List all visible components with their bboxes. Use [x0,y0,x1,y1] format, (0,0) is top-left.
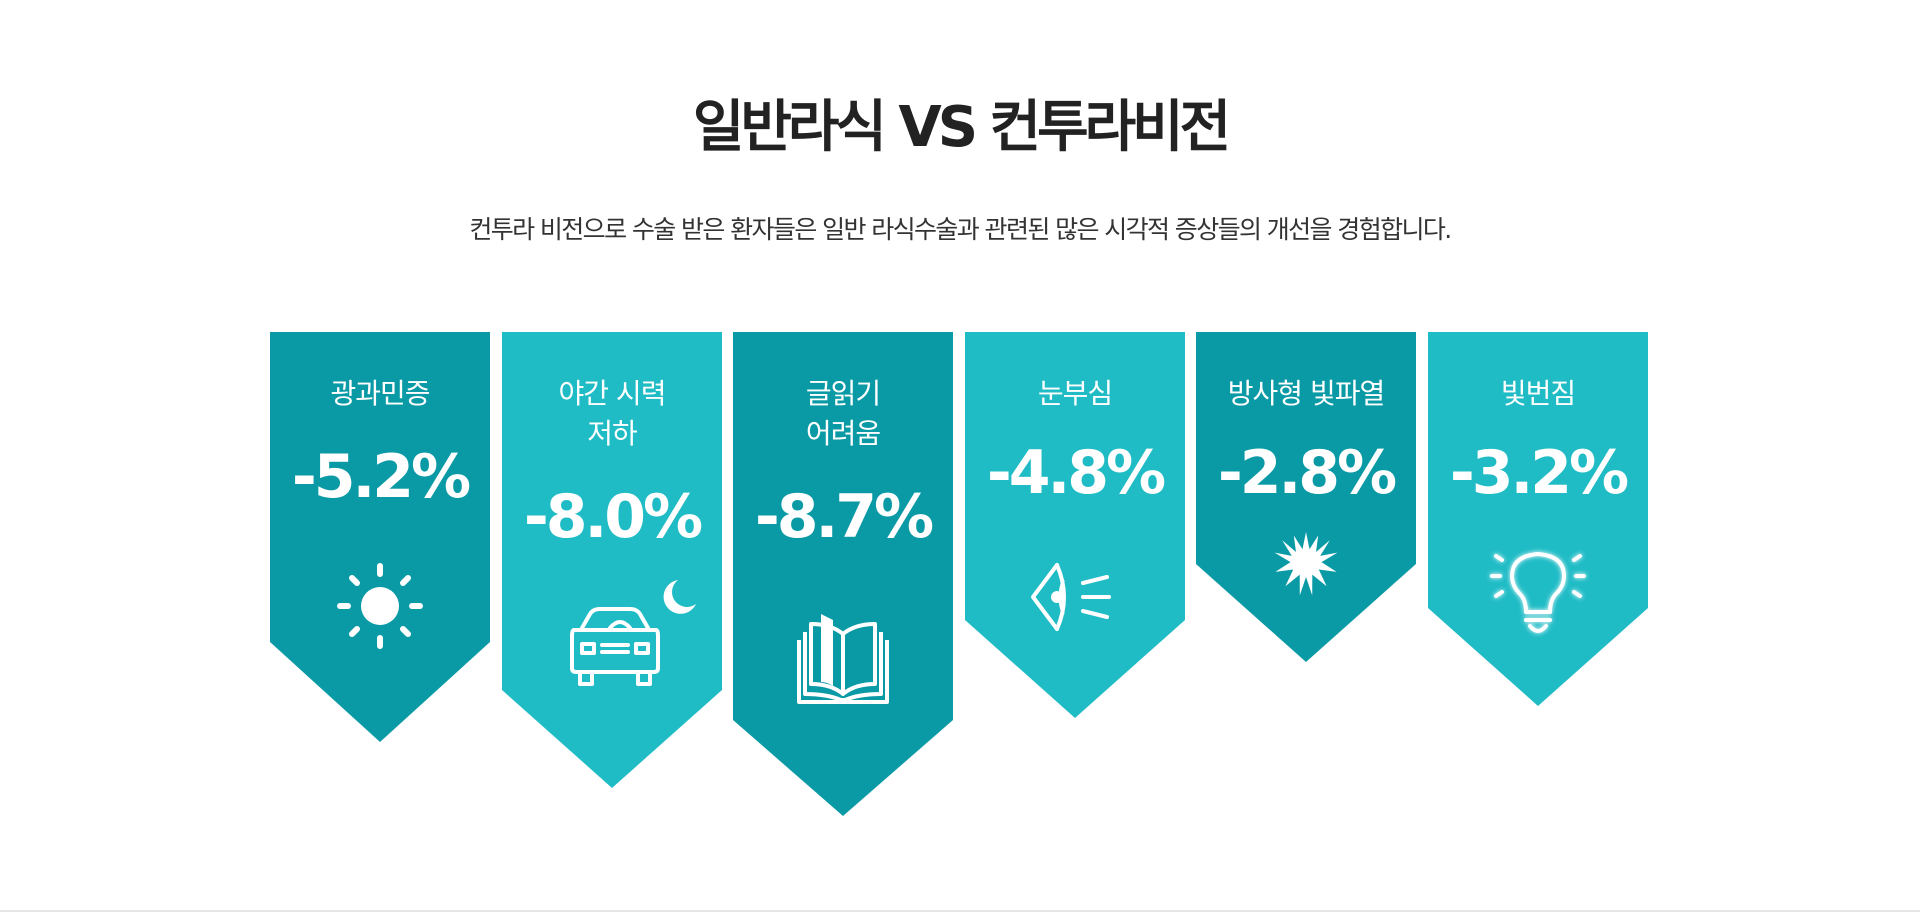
symptom-card-photosensitivity: 광과민증 -5.2% [270,332,490,742]
ribbon-background [965,332,1185,718]
symptom-value: -5.2% [291,442,471,512]
ribbon-background [1196,332,1416,662]
ribbon-background [270,332,490,742]
symptom-card-halo: 빛번짐 -3.2% [1428,332,1648,706]
page-title: 일반라식 VS 컨투라비전 [692,95,1231,160]
symptom-label: 야간 시력 저하 [558,377,667,450]
sun-icon [337,563,423,649]
symptom-label: 글읽기 어려움 [805,377,881,450]
eye-glare-icon [1031,563,1111,631]
symptom-card-reading-difficulty: 글읽기 어려움 -8.7% [733,332,953,816]
symptom-label: 빛번짐 [1500,377,1576,410]
symptom-value: -8.7% [754,482,934,552]
starburst-icon [1274,532,1338,596]
symptom-label: 눈부심 [1037,377,1113,410]
ribbon-background [733,332,953,816]
car-moon-icon [570,580,696,686]
ribbon-background [1428,332,1648,706]
lightbulb-icon [1490,552,1586,633]
symptom-card-glare: 눈부심 -4.8% [965,332,1185,718]
symptom-label: 광과민증 [330,377,430,410]
page-subtitle: 컨투라 비전으로 수술 받은 환자들은 일반 라식수술과 관련된 많은 시각적 … [469,215,1452,244]
symptom-value: -8.0% [523,482,703,552]
symptom-card-starburst: 방사형 빛파열 -2.8% [1196,332,1416,662]
book-icon [797,614,889,704]
symptom-card-night-vision: 야간 시력 저하 -8.0% [502,332,722,788]
symptom-value: -2.8% [1217,438,1397,508]
symptom-value: -4.8% [986,438,1166,508]
bottom-divider [0,910,1920,912]
symptom-value: -3.2% [1449,438,1629,508]
symptom-label: 방사형 빛파열 [1227,377,1385,410]
ribbon-background [502,332,722,788]
